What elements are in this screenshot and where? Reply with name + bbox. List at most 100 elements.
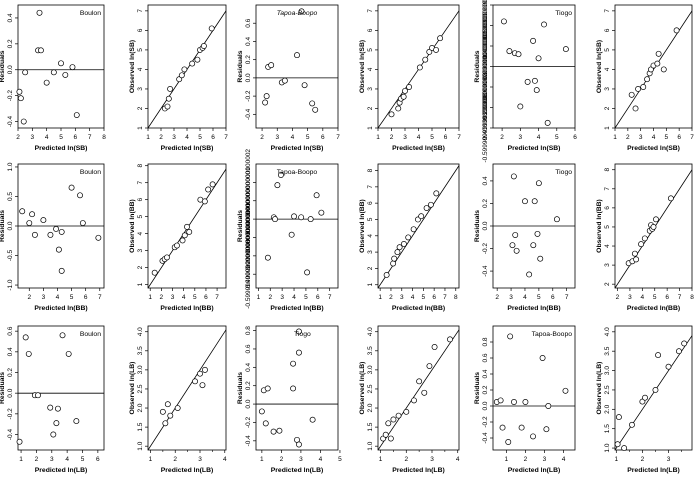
y-tick-label: 7: [604, 9, 611, 13]
data-point: [530, 242, 537, 249]
x-tick-label: 7: [690, 134, 694, 141]
x-tick-label: 4: [411, 294, 415, 301]
x-tick-label: 4: [291, 134, 295, 141]
data-point: [26, 220, 33, 226]
data-point: [667, 195, 674, 202]
data-point: [416, 64, 423, 71]
panel-13: 1 2 3 4 5 6 -0.4 -0.2 0.0 0.2 0.4 0.6 Boulon Predicte…: [0, 325, 105, 474]
y-tick-label: 8: [604, 168, 611, 172]
data-point: [318, 209, 325, 216]
y-tick-label: 1: [137, 282, 144, 286]
x-tick-label: 3: [172, 134, 176, 141]
data-point: [641, 235, 648, 242]
x-tick-label: 3: [198, 456, 202, 463]
y-tick-label: 6: [137, 197, 144, 201]
x-axis-label: Predicted ln(BB): [270, 305, 323, 312]
data-point: [530, 37, 537, 44]
x-tick-label: 5: [653, 294, 657, 301]
x-tick-label: 3: [275, 134, 279, 141]
data-point: [653, 216, 659, 223]
data-point: [535, 55, 542, 62]
data-point: [395, 412, 402, 419]
x-tick-label: 5: [665, 134, 669, 141]
data-point: [199, 382, 206, 389]
x-tick-label: 2: [495, 294, 499, 301]
y-tick-label: 6: [367, 201, 374, 205]
y-axis-label: Observed ln(BB): [129, 199, 136, 253]
y-tick-label: 0.0: [245, 73, 252, 82]
x-tick-label: 2: [524, 456, 528, 463]
y-tick-label: 3.5: [604, 346, 611, 355]
x-tick-label: 4: [652, 134, 656, 141]
data-point: [650, 224, 657, 230]
x-axis-label: Predicted ln(SB): [392, 145, 445, 152]
data-point: [410, 226, 417, 233]
y-tick-label: -0.20000000000000001: [482, 52, 489, 121]
panel-6: 1 2 3 4 5 6 7 1 2 3 4 5 6 7 Predicted ln(SB) Observed l…: [596, 4, 694, 152]
x-tick-label: 4: [537, 134, 541, 141]
data-point: [500, 18, 507, 25]
y-tick-label: 2: [367, 266, 374, 270]
panel-title: Boulon: [80, 169, 101, 176]
y-tick-label: 5: [367, 217, 374, 221]
data-point: [382, 431, 389, 438]
data-point: [423, 205, 430, 212]
data-point: [43, 79, 50, 86]
data-point: [499, 424, 506, 431]
y-tick-label: 0.40000000000000002: [482, 0, 489, 59]
data-point: [510, 173, 517, 180]
x-tick-label: 1: [376, 134, 380, 141]
data-point: [531, 77, 538, 84]
y-tick-label: 0.00000000000000000: [245, 185, 252, 252]
data-point: [534, 230, 541, 237]
plot-frame: [17, 4, 105, 129]
data-point: [73, 112, 80, 119]
y-tick-label: -0.2: [7, 90, 14, 102]
data-point: [69, 64, 76, 71]
data-point: [437, 35, 444, 42]
data-point: [55, 246, 62, 253]
y-axis-label: Observed ln(LB): [596, 362, 603, 415]
x-tick-label: 7: [565, 294, 569, 301]
data-point: [262, 99, 269, 106]
x-tick-label: 1: [148, 294, 152, 301]
data-point: [513, 247, 520, 254]
x-tick-label: 4: [56, 294, 60, 301]
data-point: [274, 182, 281, 189]
x-tick-label: 6: [677, 134, 681, 141]
panel-2: 1 2 3 4 5 6 7 1 2 3 4 5 6 7 Predicted ln(SB) Observed l…: [129, 4, 228, 152]
data-point: [506, 48, 513, 55]
y-tick-label: 0.6: [245, 344, 252, 353]
data-point: [77, 192, 83, 199]
panel-14: 1 2 3 4 1.0 1.5 2.0 2.5 3.0 3.5 4.0 Predicted ln(LB…: [129, 325, 227, 474]
y-tick-label: 0.0: [245, 399, 252, 408]
x-tick-label: 5: [306, 134, 310, 141]
data-point: [433, 190, 440, 197]
x-tick-label: 1: [379, 456, 383, 463]
y-tick-label: 5: [137, 214, 144, 218]
data-point: [73, 418, 80, 425]
identity-line: [148, 329, 226, 450]
x-tick-label: 5: [70, 294, 74, 301]
x-tick-label: 3: [509, 294, 513, 301]
panel-16: 1 2 3 4 1.0 1.5 2.0 2.5 3.0 3.5 4.0 Predicted ln(LB…: [359, 325, 460, 474]
data-point: [522, 399, 529, 405]
x-axis-label: Predicted ln(LB): [161, 467, 214, 474]
y-tick-label: -0.59999999999999998: [245, 239, 252, 308]
data-point: [264, 254, 271, 261]
x-tick-label: 1: [149, 456, 153, 463]
y-tick-label: 0.20000000000000001: [245, 167, 252, 234]
y-axis-label: Residuals: [237, 372, 244, 404]
data-point: [509, 242, 516, 249]
data-point: [395, 105, 402, 112]
y-axis-label: Residuals: [474, 50, 481, 82]
y-tick-label: 4.0: [604, 327, 611, 336]
data-point: [263, 93, 270, 100]
plot-frame: [17, 325, 105, 451]
y-tick-label: 0.0: [7, 65, 14, 74]
data-point: [633, 256, 640, 263]
x-tick-label: 7: [98, 294, 102, 301]
data-point: [179, 237, 186, 244]
